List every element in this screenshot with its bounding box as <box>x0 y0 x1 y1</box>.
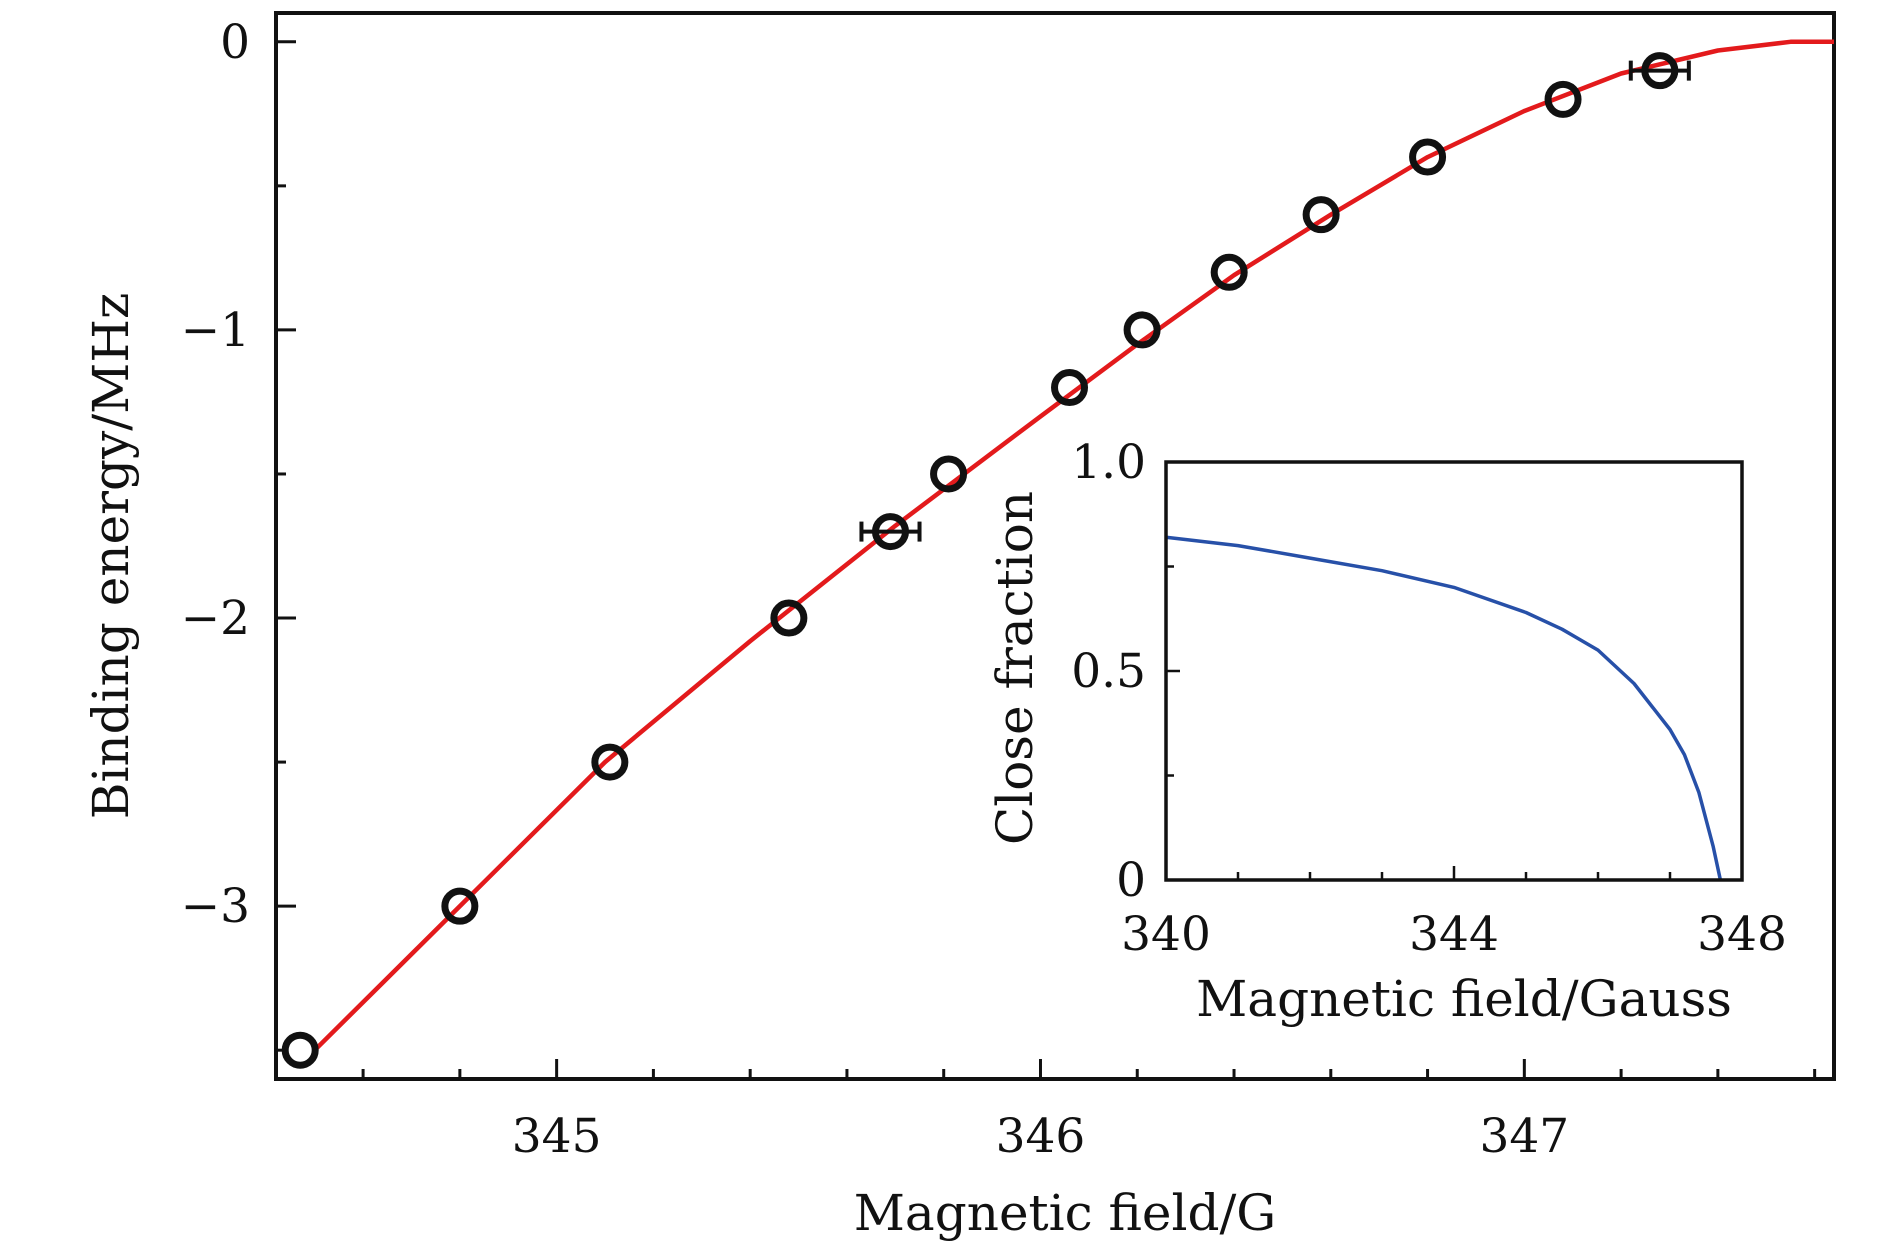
data-point <box>871 513 909 551</box>
data-point <box>1051 369 1089 407</box>
inset-y-tick-label: 0 <box>1116 853 1146 908</box>
inset-x-tick-label: 348 <box>1697 907 1787 962</box>
data-point <box>1409 138 1447 176</box>
inset-x-tick-label: 340 <box>1121 907 1211 962</box>
data-point <box>1641 52 1679 90</box>
inset-background <box>1166 462 1742 880</box>
data-point <box>770 599 808 637</box>
inset-y-tick-label: 1.0 <box>1071 435 1146 490</box>
y-tick-label: −1 <box>181 303 250 358</box>
inset-y-axis-title: Close fraction <box>986 491 1044 845</box>
data-point <box>591 743 629 781</box>
main-axis-ticks <box>276 40 1817 1079</box>
x-tick-label: 347 <box>1479 1109 1569 1164</box>
y-tick-label: −2 <box>181 591 250 646</box>
main-y-axis-title: Binding energy/MHz <box>82 293 140 820</box>
inset-axis-ticks <box>1166 565 1672 880</box>
main-tick-labels: 345 346 347 0 −1 −2 −3 <box>181 15 1569 1164</box>
inset-x-tick-label: 344 <box>1409 907 1499 962</box>
inset-tick-labels: 340 344 348 0 0.5 1.0 <box>1071 435 1787 962</box>
close-fraction-curve <box>1165 535 1723 881</box>
main-plot-marks <box>281 39 1834 1069</box>
inset-plot-marks <box>1165 535 1723 881</box>
x-tick-label: 346 <box>996 1109 1086 1164</box>
main-x-axis-title: Magnetic field/G <box>854 1184 1277 1241</box>
data-point <box>1123 311 1161 349</box>
inset-x-axis-title: Magnetic field/Gauss <box>1196 970 1732 1028</box>
inset-y-tick-label: 0.5 <box>1071 644 1146 699</box>
main-plot-frame <box>274 11 1836 1081</box>
fit-curve <box>313 39 1834 1052</box>
y-tick-label: 0 <box>220 15 250 70</box>
data-point <box>1544 80 1582 118</box>
data-point <box>441 887 479 925</box>
x-tick-label: 345 <box>512 1109 602 1164</box>
data-point <box>281 1031 319 1069</box>
data-point <box>1210 253 1248 291</box>
y-tick-label: −3 <box>181 879 250 934</box>
data-point <box>930 455 968 493</box>
data-point <box>1302 196 1340 234</box>
